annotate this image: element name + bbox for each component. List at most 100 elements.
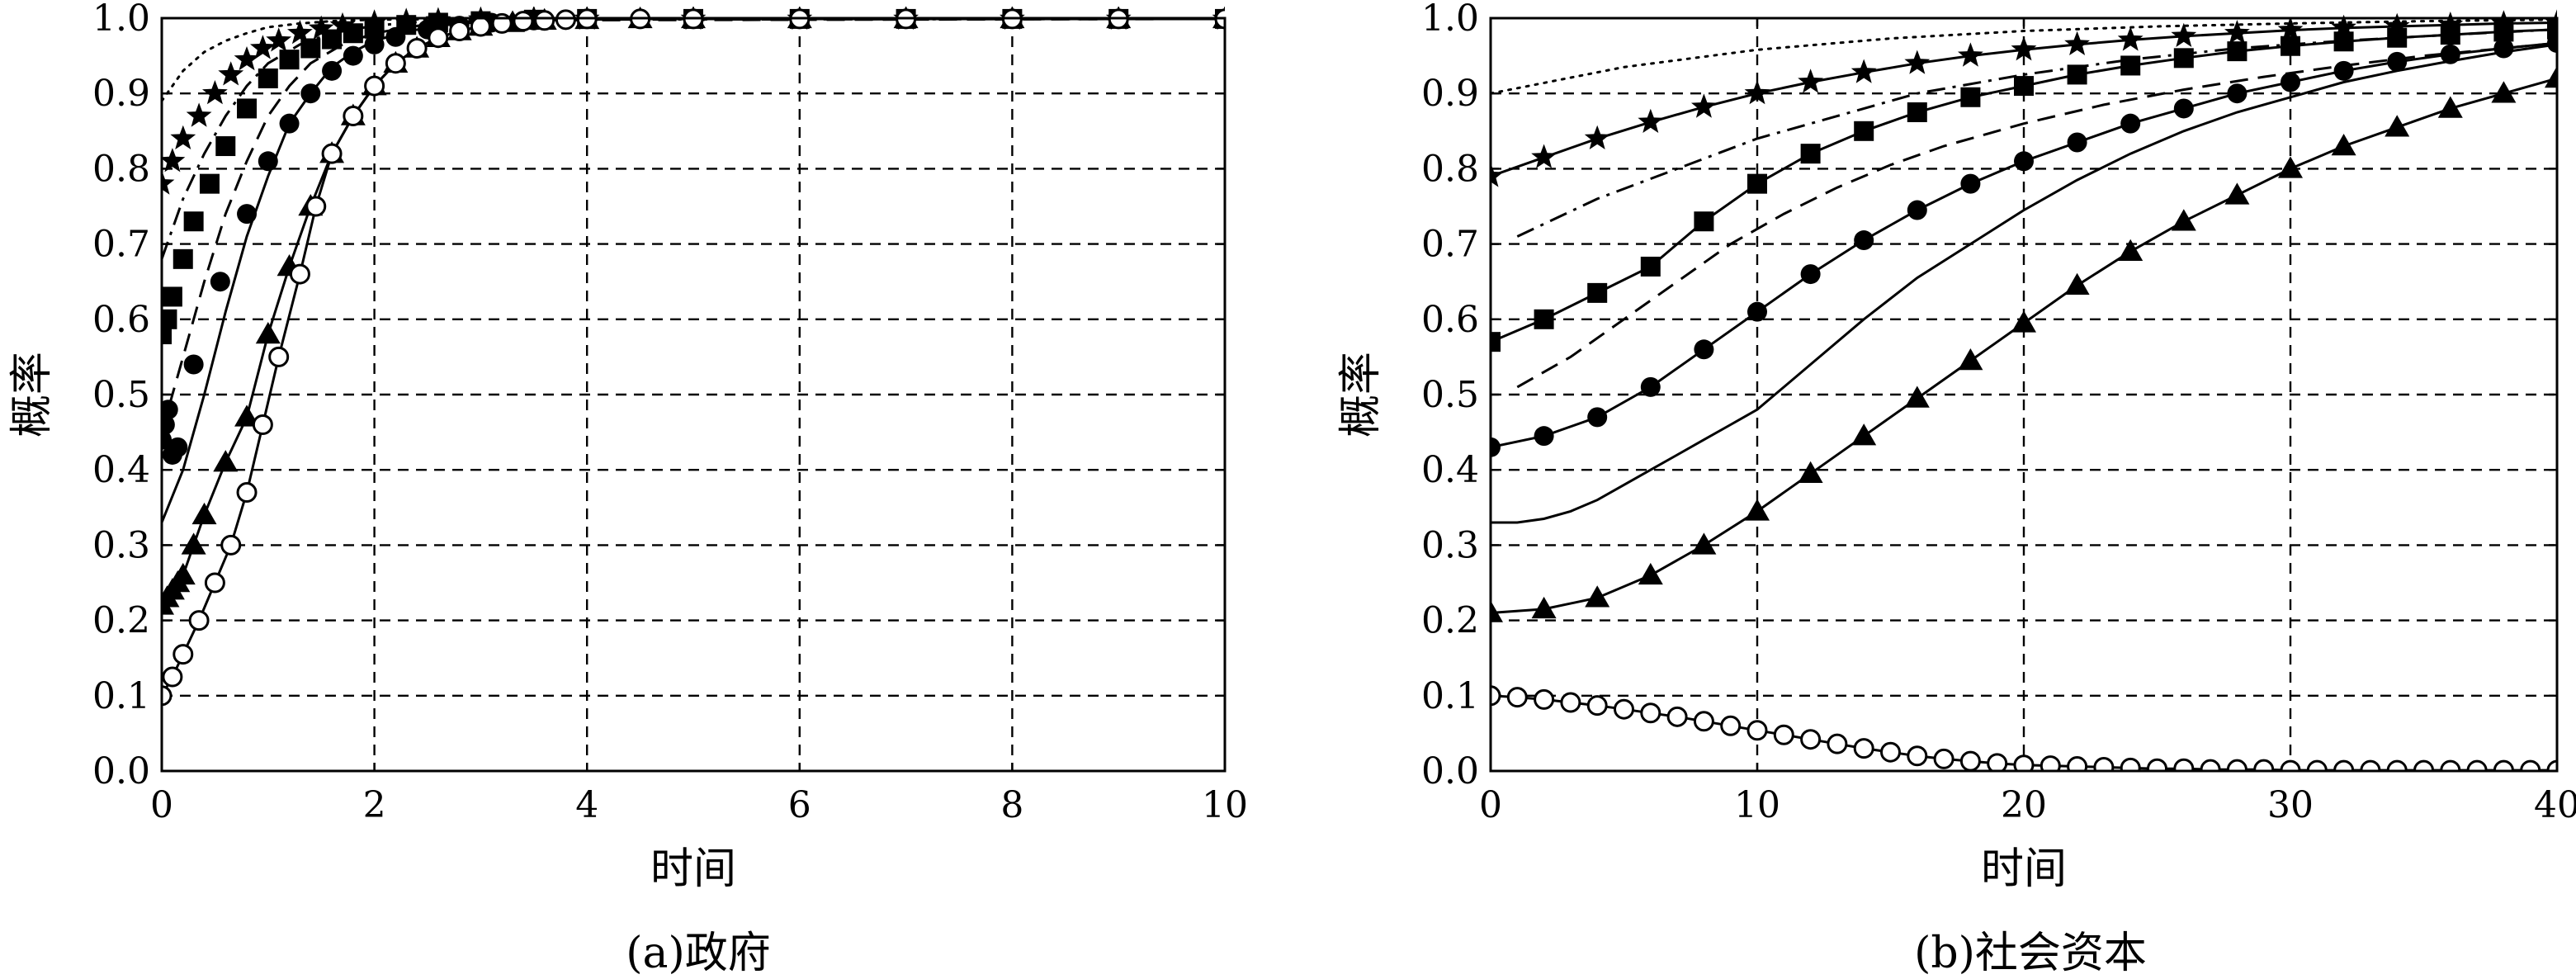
panel-a-series-8-point xyxy=(170,562,196,585)
panel-a-series-4-point xyxy=(279,50,300,70)
panel-b-y-tick-label: 0.1 xyxy=(1421,675,1479,717)
panel-b-series-4-point xyxy=(1800,144,1821,164)
panel-a-series-6-point xyxy=(343,45,363,66)
panel-a-series-2-point xyxy=(234,46,260,71)
panel-b-series-9-point xyxy=(2013,754,2035,771)
panel-b-series-9-point xyxy=(1534,688,1555,710)
panel-b-series-8-point xyxy=(2064,272,2090,296)
panel-a-series-8-point xyxy=(191,502,217,525)
panel-a-series-3-line xyxy=(162,17,1225,260)
panel-a-series-6-point xyxy=(162,414,175,435)
panel-a-series-7-line xyxy=(162,17,1225,523)
panel-b-series-4-point xyxy=(1534,309,1554,329)
panel-b-series-9-point xyxy=(2120,757,2141,771)
panel-b-series-9-point xyxy=(1880,741,1901,763)
panel-a-series-9-point xyxy=(343,106,364,127)
panel-b-series-6-point xyxy=(1854,230,1874,251)
panel-a-series-7 xyxy=(162,17,1225,523)
panel-a-y-tick-label: 0.4 xyxy=(92,449,150,491)
panel-b-series-9-point xyxy=(1773,724,1794,745)
panel-b-series-6-point xyxy=(1534,426,1554,447)
panel-b-series-7-line xyxy=(1491,43,2557,524)
panel-b-series-6-point xyxy=(1491,437,1501,457)
panel-b-series-5 xyxy=(1516,41,2557,389)
panel-b-series-6-point xyxy=(1747,301,1767,322)
panel-a-series-2-point xyxy=(186,102,212,127)
panel-b-series-4-point xyxy=(1747,173,1767,194)
panel-a-series-8-point xyxy=(234,404,260,427)
panel-b-y-tick-label: 0.5 xyxy=(1421,374,1479,416)
panel-b-series-9-point xyxy=(2226,759,2248,771)
panel-a-series-2-point xyxy=(250,35,276,59)
panel-a-series-4-point xyxy=(183,211,204,232)
panel-a-series-5-line xyxy=(162,17,1225,433)
panel-b-series-8-point xyxy=(2118,239,2144,261)
panel-b-series-9-point xyxy=(1506,687,1528,708)
panel-a-series-4-point xyxy=(300,38,321,59)
panel-a-series-8-line xyxy=(162,17,1225,607)
panel-a-series-9-point xyxy=(406,37,428,59)
panel-b-series-6-point xyxy=(2333,60,2354,81)
panel-b-series-9-point xyxy=(1586,695,1608,717)
panel-b-series-4-point xyxy=(2120,55,2141,76)
panel-b-series-2-point xyxy=(2437,12,2464,36)
panel-b-series-8-point xyxy=(1904,385,1930,408)
panel-b-series-4-point xyxy=(2067,64,2087,85)
panel-b-series-2-point xyxy=(1958,42,1983,67)
panel-b-series-8-point xyxy=(2224,182,2250,205)
panel-a-series-9-point xyxy=(364,75,385,97)
panel-b-series-6-point xyxy=(2387,51,2408,72)
panel-b-series-9-point xyxy=(1491,685,1501,707)
panel-b-series-4-point xyxy=(2227,41,2248,62)
panel-b-y-tick-label: 0.8 xyxy=(1421,148,1479,190)
panel-b-series-2-point xyxy=(1584,125,1610,149)
panel-b-x-tick-label: 10 xyxy=(1734,784,1780,826)
panel-a-series-6 xyxy=(162,8,1225,465)
panel-a-series-2-point xyxy=(170,125,196,149)
panel-b-series-9-point xyxy=(2253,759,2275,771)
panel-b-series-4-point xyxy=(1694,211,1714,232)
panel-a-y-tick-label: 0.9 xyxy=(92,73,150,115)
panel-a-series-9-point xyxy=(162,666,183,688)
panel-b-series-8-point xyxy=(1958,348,1983,371)
panel-b-series-9-point xyxy=(1666,706,1688,727)
panel-b-series-9-point xyxy=(1720,715,1742,736)
panel-a-series-9-line xyxy=(162,17,1225,697)
panel-b-series-9-point xyxy=(1746,720,1768,741)
panel-b-series-1-line xyxy=(1491,18,2557,95)
panel-b-series-8-point xyxy=(2011,310,2036,333)
panel-b-axes-frame xyxy=(1489,17,2559,773)
panel-a-series-9-point xyxy=(449,21,470,42)
chart-panel-government: (a)政府 0.0 0.1 0.2 0.3 0.4 0.5 0.6 0.7 0.8 0.9 1.0 0… xyxy=(7,0,1248,978)
panel-a-series-4-point xyxy=(258,68,278,88)
panel-a-series-2-point xyxy=(287,20,313,45)
panel-b-series-2-point xyxy=(2331,14,2356,39)
panel-b-series-2-point xyxy=(2064,31,2090,55)
panel-a-series-8-point xyxy=(213,450,239,472)
panel-b-series-4-point xyxy=(1960,87,1981,107)
panel-a-series-2-point xyxy=(162,148,186,173)
panel-b-series-9-point xyxy=(2200,759,2221,771)
panel-a-series-9-point xyxy=(555,9,576,31)
panel-b-series-9-point xyxy=(2093,756,2115,771)
panel-a-series-4-point xyxy=(162,286,182,307)
panel-a-series-9-point xyxy=(173,644,194,665)
panel-a-axes-frame xyxy=(160,17,1227,773)
panel-a-series-4 xyxy=(162,8,1225,345)
panel-b-series-9-point xyxy=(2147,758,2167,771)
panel-b-plot-area xyxy=(1491,9,2557,771)
panel-b-series-8-point xyxy=(2171,209,2196,231)
panel-a-x-tick-label: 4 xyxy=(575,784,598,826)
panel-b-x-tick-label: 0 xyxy=(1479,784,1502,826)
panel-b-series-9-point xyxy=(1987,753,2008,771)
panel-b-series-2-point xyxy=(2277,17,2304,41)
panel-a-series-4-point xyxy=(162,324,172,345)
panel-b-x-tick-label: 30 xyxy=(2267,784,2314,826)
panel-b-series-9-point xyxy=(1827,733,1848,754)
panel-b-y-tick-label: 0.9 xyxy=(1421,73,1479,115)
panel-b-series-8-point xyxy=(2545,65,2557,88)
panel-b-series-2-point xyxy=(1904,50,1931,74)
panel-a-series-2-point xyxy=(218,61,244,86)
panel-a-y-tick-label: 0.1 xyxy=(92,675,150,717)
